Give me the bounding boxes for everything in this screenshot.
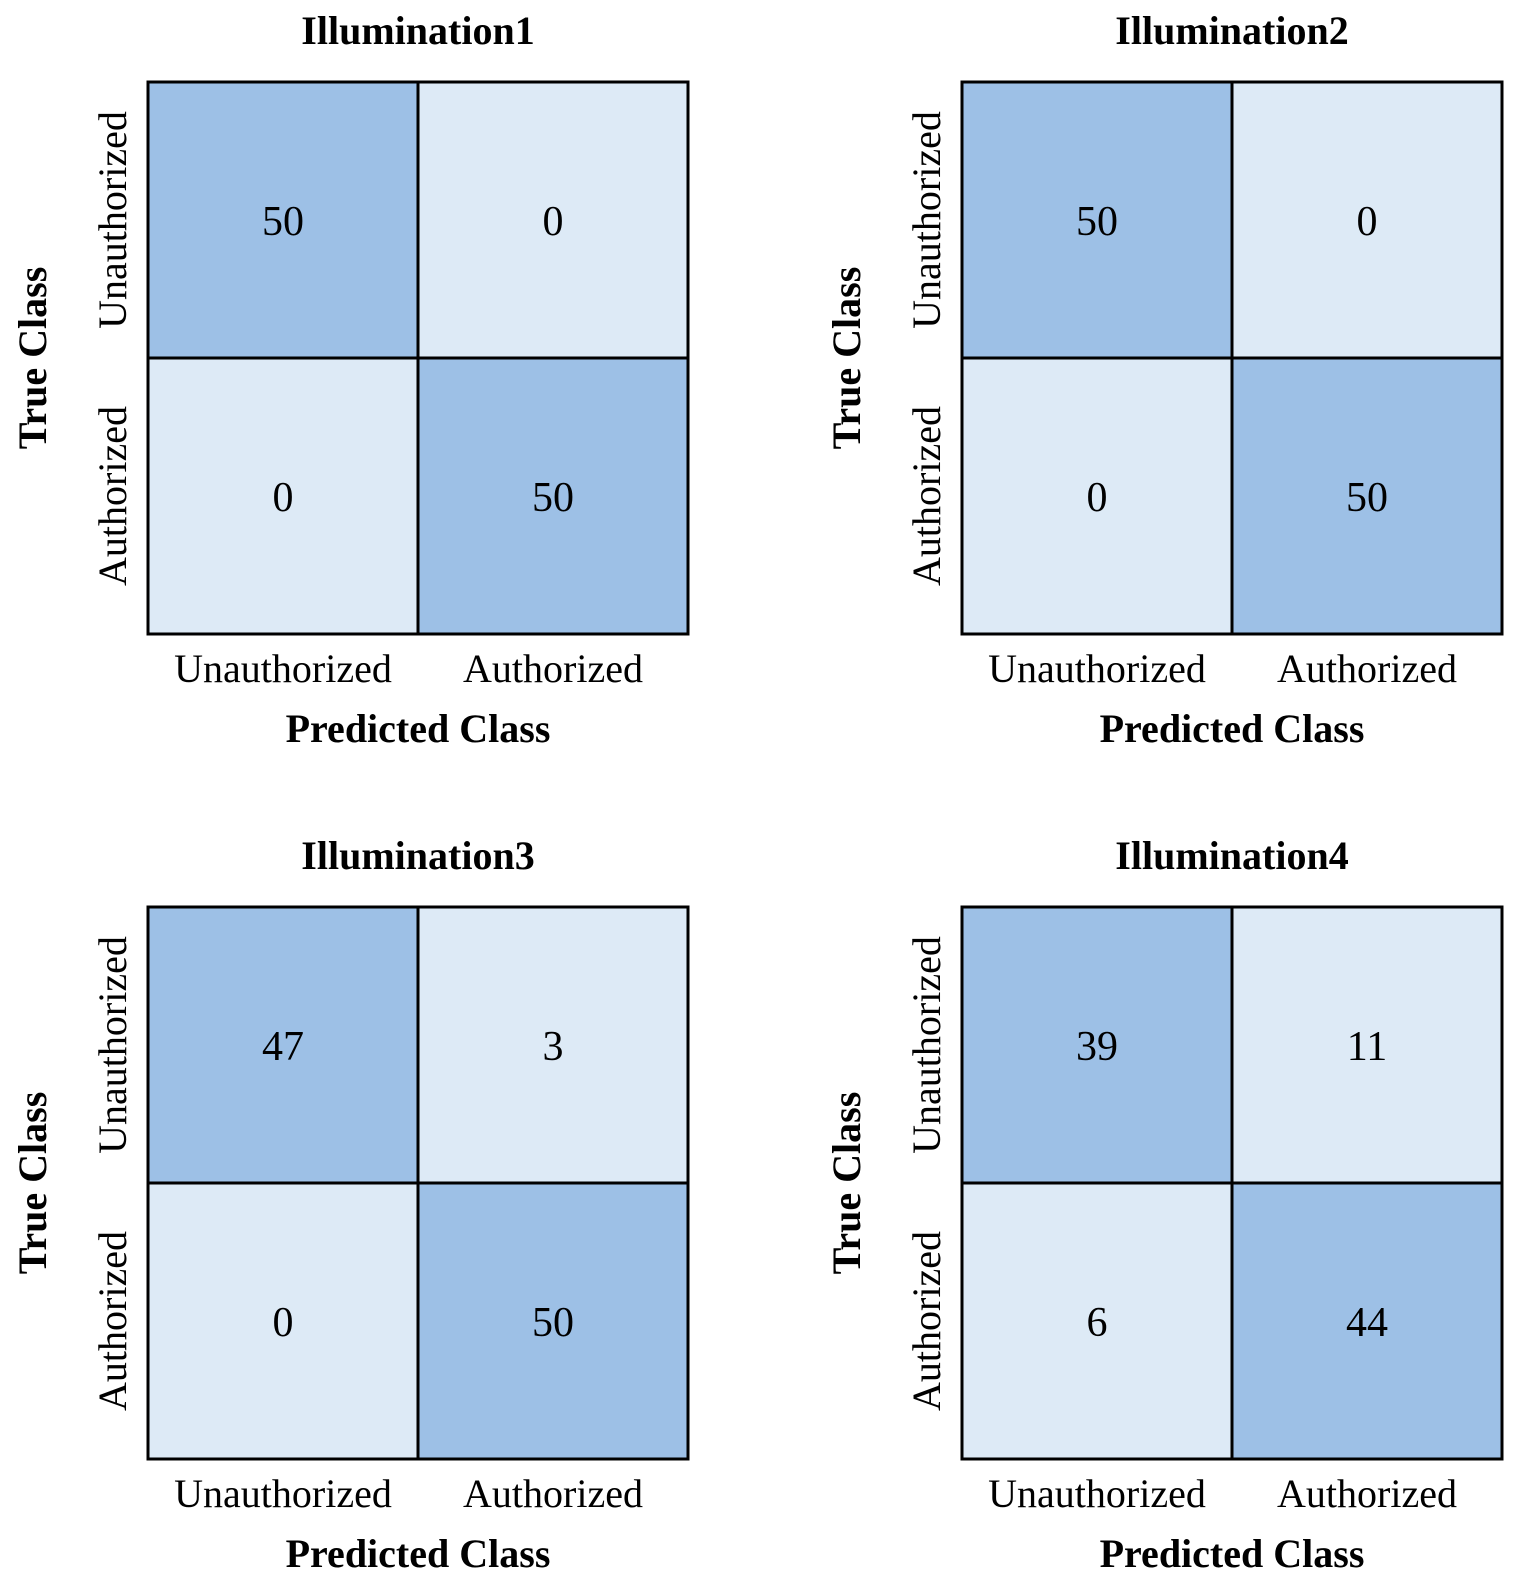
matrix-cell (416, 905, 690, 1185)
confusion-matrix-2: Illumination2 50 0 0 50 Unauthorized Authorize… (824, 8, 1504, 751)
cell-value-label: 50 (532, 1300, 574, 1346)
chart-title: Illumination2 (1115, 8, 1348, 53)
matrix-cell (960, 80, 1234, 360)
cell-value-label: 50 (532, 475, 574, 521)
cell-value-label: 50 (262, 199, 304, 245)
x-tick-label: Authorized (463, 1471, 643, 1516)
matrix-cell (960, 356, 1234, 636)
confusion-matrix-1: Illumination1 50 0 0 50 Unauthorized Authorize… (10, 8, 690, 751)
matrix-cell (1230, 905, 1504, 1185)
y-tick-label: Unauthorized (90, 111, 135, 329)
cell-value-label: 6 (1087, 1300, 1108, 1346)
y-tick-label: Authorized (904, 406, 949, 586)
y-axis-label: True Class (824, 267, 869, 450)
confusion-matrix-4: Illumination4 39 11 6 44 Unauthorized Authoriz… (824, 833, 1504, 1576)
cell-value-label: 0 (1357, 199, 1378, 245)
cell-value-label: 0 (273, 475, 294, 521)
y-tick-label: Unauthorized (904, 111, 949, 329)
cell-value-label: 3 (543, 1024, 564, 1070)
y-tick-label: Authorized (90, 406, 135, 586)
chart-title: Illumination1 (301, 8, 534, 53)
y-axis-label: True Class (10, 1092, 55, 1275)
y-axis-label: True Class (824, 1092, 869, 1275)
y-tick-label: Authorized (90, 1231, 135, 1411)
matrix-cell (146, 80, 420, 360)
cell-value-label: 0 (543, 199, 564, 245)
cell-value-label: 44 (1346, 1300, 1388, 1346)
y-tick-label: Unauthorized (904, 936, 949, 1154)
cell-value-label: 47 (262, 1024, 304, 1070)
x-axis-label: Predicted Class (286, 706, 551, 751)
x-axis-label: Predicted Class (1100, 706, 1365, 751)
cell-value-label: 0 (273, 1300, 294, 1346)
y-axis-label: True Class (10, 267, 55, 450)
y-tick-label: Authorized (904, 1231, 949, 1411)
x-tick-label: Authorized (463, 646, 643, 691)
matrix-cell (146, 356, 420, 636)
cell-value-label: 50 (1346, 475, 1388, 521)
matrix-cell (1230, 1181, 1504, 1461)
x-tick-label: Authorized (1277, 646, 1457, 691)
matrix-cell (1230, 80, 1504, 360)
chart-title: Illumination3 (301, 833, 534, 878)
x-tick-label: Unauthorized (988, 646, 1206, 691)
cell-value-label: 11 (1347, 1024, 1387, 1070)
matrix-cell (416, 1181, 690, 1461)
x-axis-label: Predicted Class (1100, 1531, 1365, 1576)
confusion-matrix-3: Illumination3 47 3 0 50 Unauthorized Authorize… (10, 833, 690, 1576)
x-tick-label: Unauthorized (988, 1471, 1206, 1516)
matrix-cell (416, 80, 690, 360)
matrix-cell (1230, 356, 1504, 636)
cell-value-label: 50 (1076, 199, 1118, 245)
x-tick-label: Authorized (1277, 1471, 1457, 1516)
cell-value-label: 39 (1076, 1024, 1118, 1070)
matrix-cell (960, 1181, 1234, 1461)
x-tick-label: Unauthorized (174, 646, 392, 691)
x-tick-label: Unauthorized (174, 1471, 392, 1516)
chart-title: Illumination4 (1115, 833, 1348, 878)
x-axis-label: Predicted Class (286, 1531, 551, 1576)
matrix-cell (960, 905, 1234, 1185)
matrix-cell (416, 356, 690, 636)
cell-value-label: 0 (1087, 475, 1108, 521)
y-tick-label: Unauthorized (90, 936, 135, 1154)
